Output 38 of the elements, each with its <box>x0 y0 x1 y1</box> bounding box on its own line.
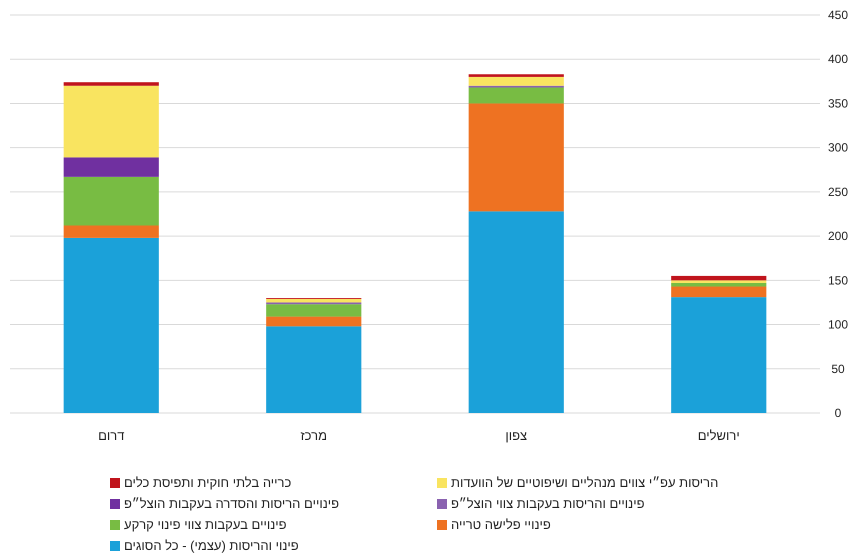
y-tick-label: 250 <box>828 184 848 199</box>
bar <box>468 103 564 212</box>
legend-label: פינויים בעקבות צווי פינוי קרקע <box>124 517 287 532</box>
y-tick-label: 350 <box>828 96 848 110</box>
bar <box>671 297 766 413</box>
y-tick-label: 0 <box>834 406 842 420</box>
y-tick-label: 200 <box>828 229 848 244</box>
legend-label: כרייה בלתי חוקית ותפיסת כלים <box>124 475 292 490</box>
bar <box>64 82 159 86</box>
bar <box>266 304 362 317</box>
bar <box>468 211 564 413</box>
x-tick-label: ירושלים <box>698 428 740 443</box>
bar <box>64 226 159 238</box>
y-tick-label: 50 <box>831 362 845 376</box>
bar <box>266 326 362 413</box>
bar <box>671 282 766 287</box>
y-tick-label: 450 <box>828 8 848 22</box>
bar <box>266 316 362 326</box>
bar <box>671 286 766 298</box>
legend-label: פינויים והריסות בעקבות צווי הוצל״פ <box>451 496 645 511</box>
y-tick-label: 300 <box>828 140 848 155</box>
bar <box>671 276 766 280</box>
x-tick-label: דרום <box>98 428 124 443</box>
y-tick-label: 400 <box>828 52 848 66</box>
x-tick-label: צפון <box>505 428 528 443</box>
bar <box>64 238 159 413</box>
y-tick-label: 150 <box>828 273 848 288</box>
bar <box>468 74 564 77</box>
bar <box>266 298 362 302</box>
y-tick-label: 100 <box>828 318 848 332</box>
legend-label: פינויי פלישה טרייה <box>451 517 551 532</box>
bar <box>671 280 766 283</box>
legend-label: פינויים הריסות והסדרה בעקבות הוצל״פ <box>124 496 340 511</box>
legend-label: פינוי והריסות (עצמי) - כל הסוגים <box>124 538 299 553</box>
bar <box>468 76 564 86</box>
legend-label: הריסות עפ״י צווים מנהליים ושיפוטיים של הוועדות <box>451 475 718 490</box>
bar <box>468 88 564 104</box>
x-tick-label: מרכז <box>300 428 328 443</box>
